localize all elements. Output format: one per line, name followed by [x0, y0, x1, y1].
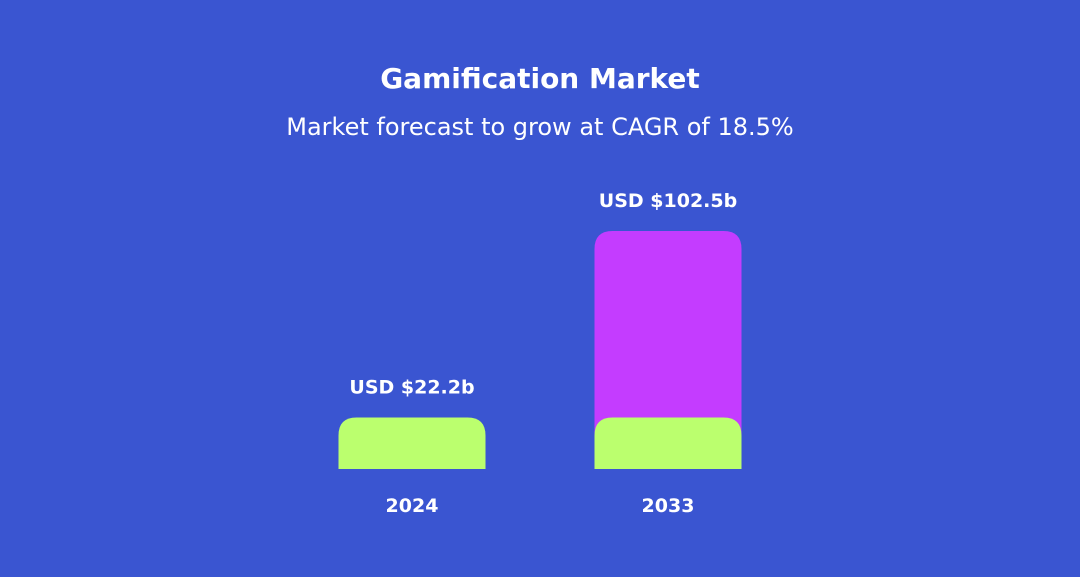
bar-2024-base — [338, 417, 486, 469]
chart-subtitle: Market forecast to grow at CAGR of 18.5% — [286, 113, 793, 141]
bar-2033-base — [594, 417, 742, 469]
bar-group-2024: USD $22.2b 2024 — [338, 376, 486, 517]
bar-group-2033: USD $102.5b 2033 — [594, 190, 742, 517]
data-label-2033: USD $102.5b — [599, 190, 737, 212]
tick-label-2033: 2033 — [642, 495, 695, 517]
tick-label-2024: 2024 — [386, 495, 439, 517]
data-label-2024: USD $22.2b — [349, 376, 474, 398]
chart-title: Gamification Market — [380, 62, 700, 95]
bar-2033-growth — [594, 231, 742, 469]
